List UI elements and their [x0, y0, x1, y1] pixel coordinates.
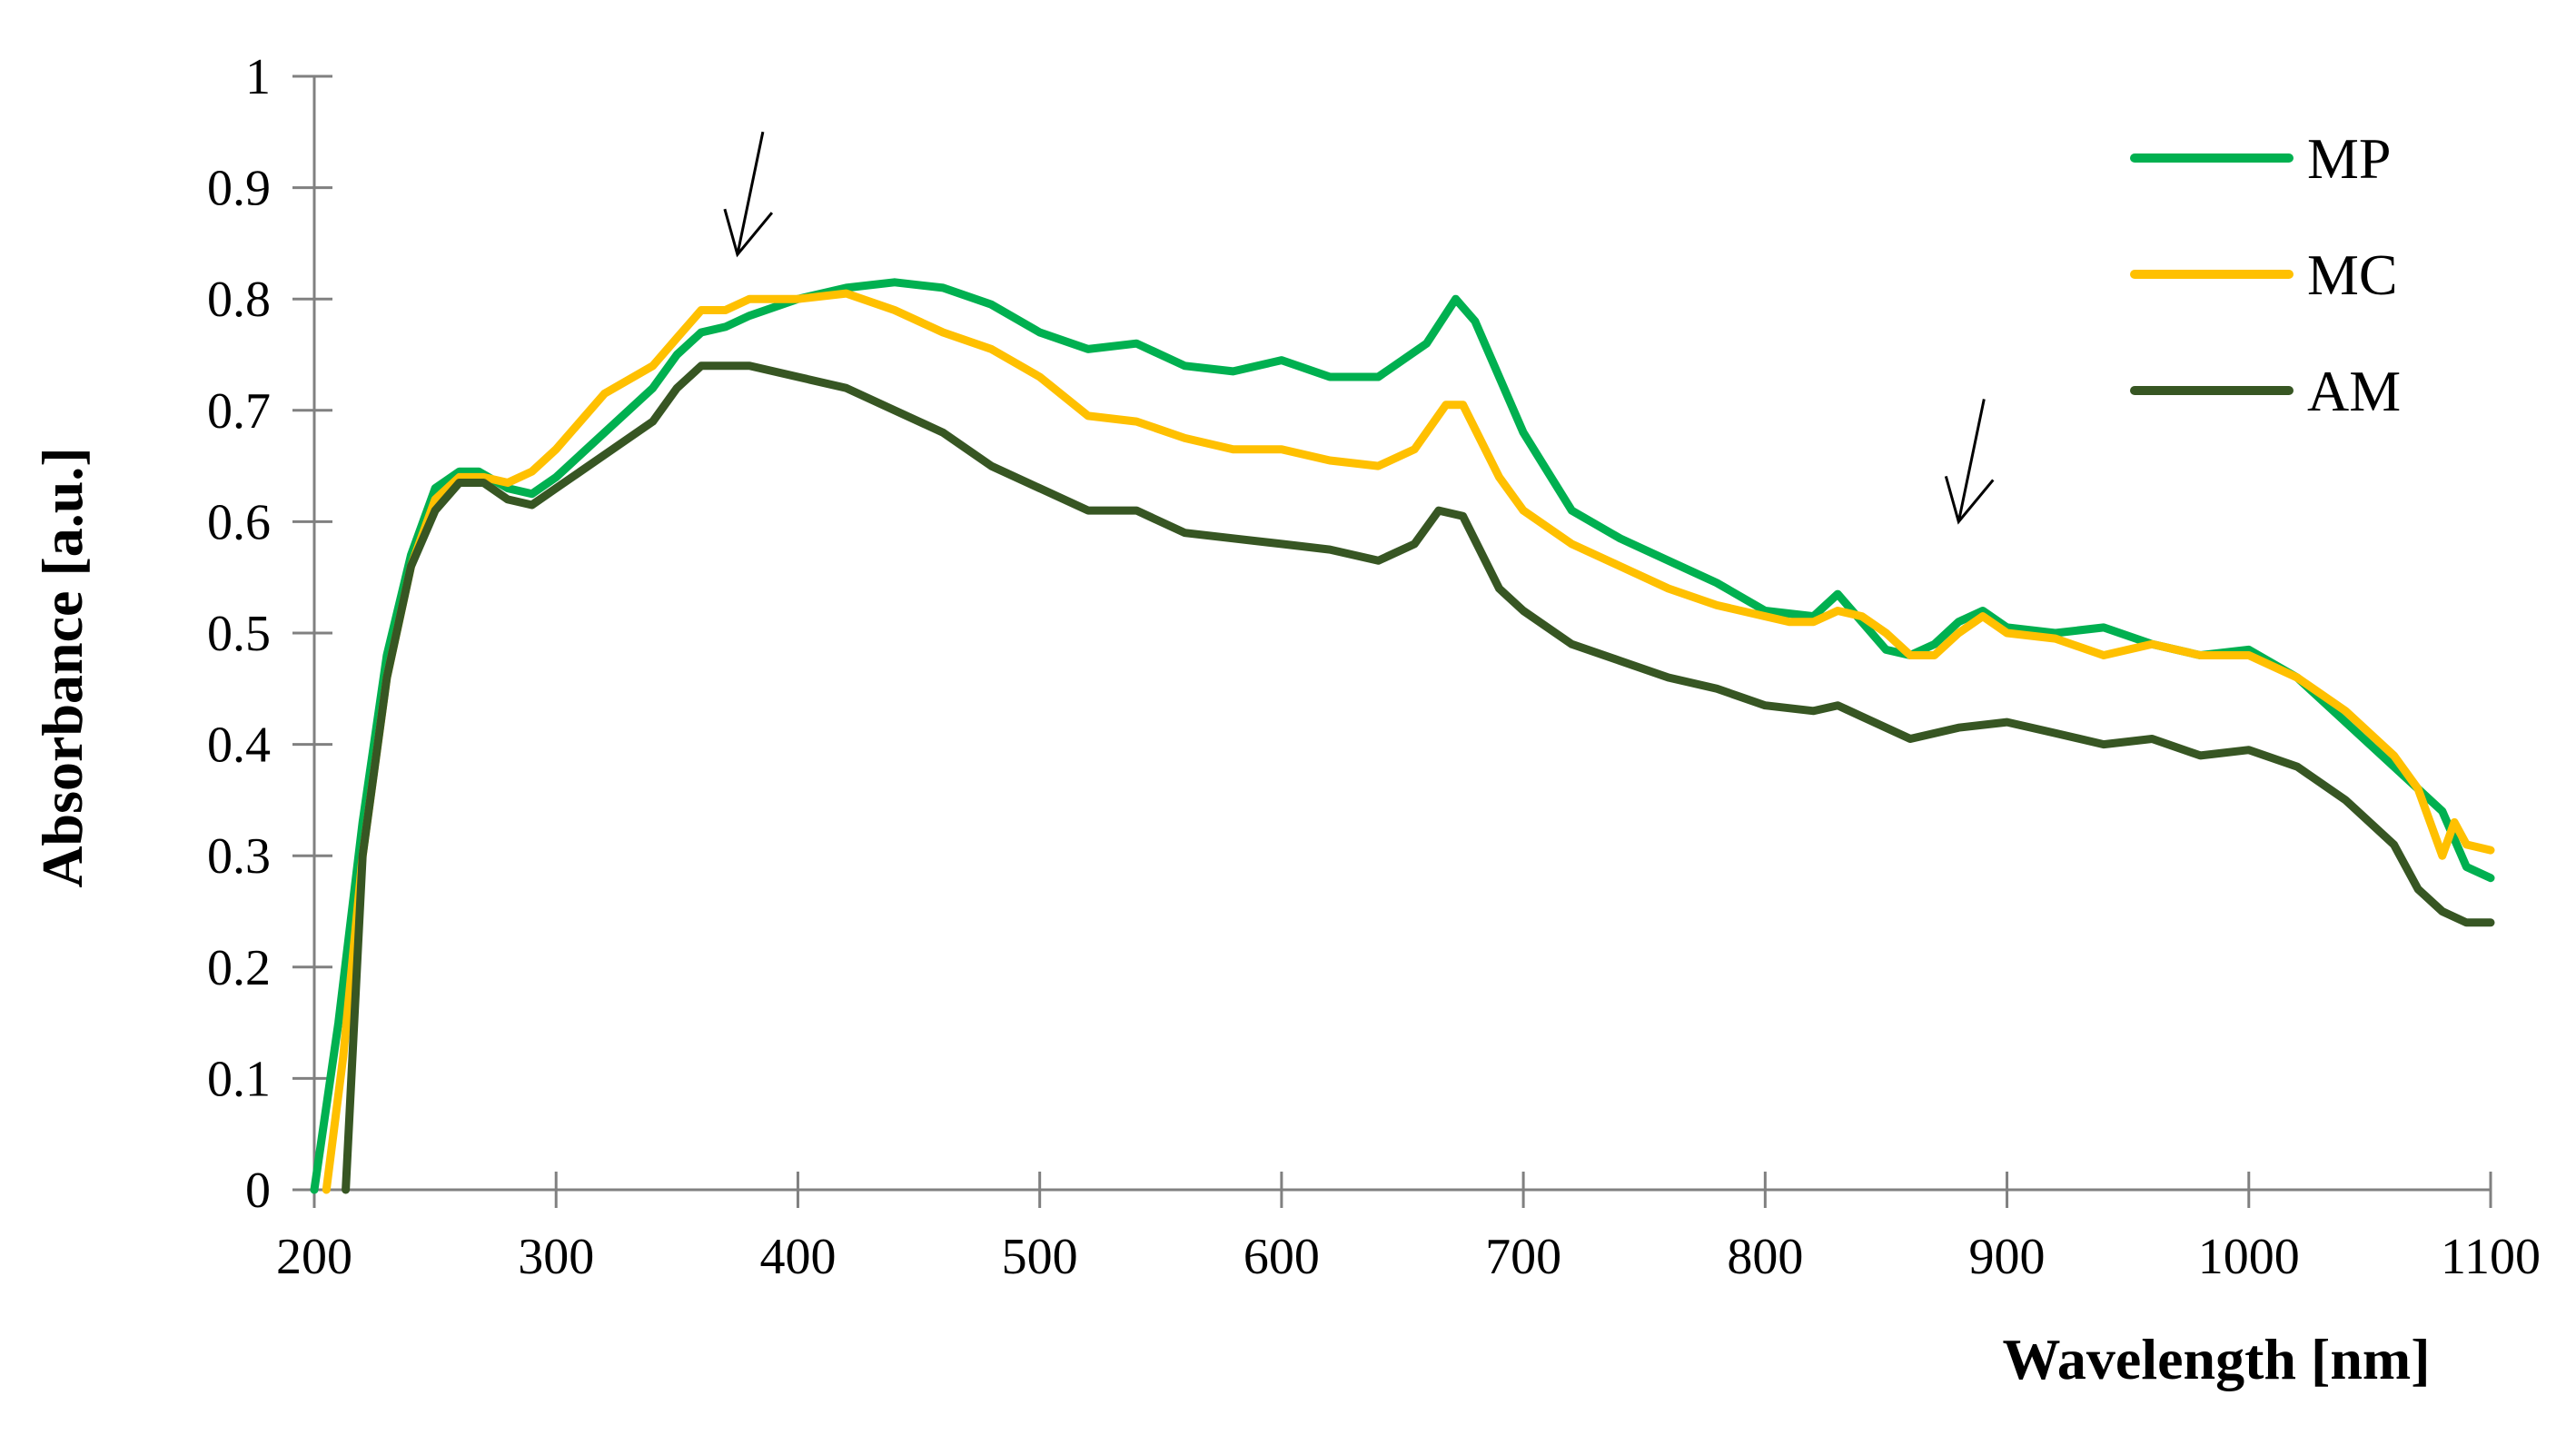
y-tick-label: 0.1: [207, 1051, 271, 1107]
legend-label: MP: [2307, 126, 2392, 191]
annotation-arrow: [723, 131, 774, 258]
x-tick-label: 1000: [2198, 1229, 2300, 1285]
y-axis-title: Absorbance [a.u.]: [30, 447, 94, 887]
y-tick-label: 0.9: [207, 161, 271, 217]
arrow-shaft: [736, 131, 765, 255]
arrow-head: [1944, 475, 1995, 525]
x-axis-title: Wavelength [nm]: [2002, 1327, 2430, 1391]
legend: MP MC AM: [2130, 126, 2401, 423]
y-tick-label: 0.6: [207, 494, 271, 550]
y-tick-label: 0.8: [207, 272, 271, 328]
legend-item-mp: MP: [2130, 126, 2392, 191]
x-tick-label: 900: [1969, 1229, 2046, 1285]
y-tick-label: 0.7: [207, 383, 271, 440]
axes: [312, 76, 2491, 1192]
y-tick-label: 0.4: [207, 718, 271, 774]
arrow-shaft: [1957, 399, 1986, 522]
legend-item-am: AM: [2130, 359, 2401, 423]
x-tick-label: 500: [1002, 1229, 1078, 1285]
annotations: [723, 131, 1995, 525]
annotation-arrow: [1944, 399, 1995, 525]
y-tick-label: 0.3: [207, 828, 271, 885]
x-ticks: 200 300 400 500 600 700 800 900 1000 1100: [276, 1172, 2541, 1285]
legend-label: MC: [2307, 242, 2398, 307]
x-tick-label: 600: [1243, 1229, 1320, 1285]
y-tick-label: 0.2: [207, 940, 271, 996]
y-ticks: 0 0.1 0.2 0.3 0.4 0.5 0.6 0.7 0.8 0.9 1: [207, 49, 332, 1219]
x-tick-label: 700: [1485, 1229, 1561, 1285]
legend-item-mc: MC: [2130, 242, 2398, 307]
series-line-mc: [322, 289, 2495, 1194]
series-line-am: [342, 361, 2495, 1194]
x-tick-label: 200: [276, 1229, 352, 1285]
arrow-head: [723, 208, 774, 258]
y-tick-label: 1: [245, 49, 271, 105]
x-tick-label: 400: [759, 1229, 836, 1285]
y-tick-label: 0.5: [207, 606, 271, 662]
x-tick-label: 1100: [2441, 1229, 2541, 1285]
x-tick-label: 800: [1727, 1229, 1803, 1285]
y-tick-label: 0: [245, 1163, 271, 1219]
legend-label: AM: [2307, 359, 2401, 423]
series-line-mp: [310, 278, 2495, 1194]
x-tick-label: 300: [518, 1229, 594, 1285]
series-lines: [310, 278, 2495, 1194]
